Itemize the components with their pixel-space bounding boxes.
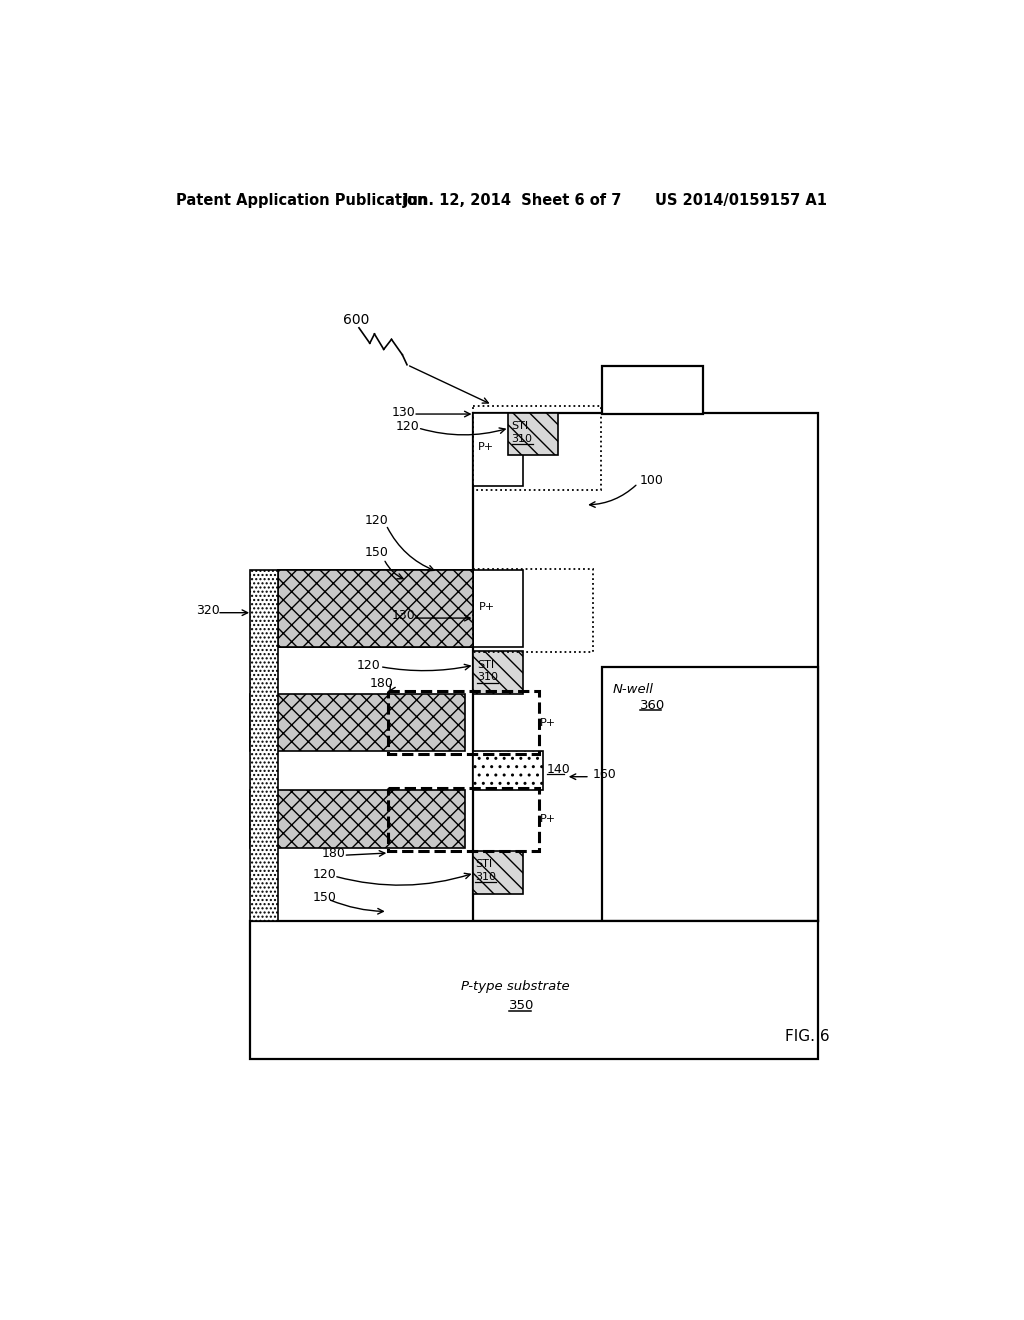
Text: 310: 310 xyxy=(475,871,497,882)
Bar xyxy=(251,693,465,751)
Bar xyxy=(473,412,818,921)
Text: STI: STI xyxy=(475,859,493,870)
Bar xyxy=(278,570,473,647)
Bar xyxy=(278,570,473,647)
Bar xyxy=(251,570,278,921)
Bar xyxy=(388,788,539,851)
Text: 310: 310 xyxy=(477,672,498,682)
Text: 180: 180 xyxy=(322,847,346,861)
Text: 320: 320 xyxy=(197,603,220,616)
Text: P+: P+ xyxy=(479,602,496,612)
Text: STI: STI xyxy=(512,421,528,432)
Text: 120: 120 xyxy=(312,869,336,880)
Text: 150: 150 xyxy=(365,546,388,560)
Bar xyxy=(473,851,523,894)
Text: STI: STI xyxy=(477,660,494,671)
Text: 130: 130 xyxy=(391,407,416,418)
Text: 120: 120 xyxy=(395,420,419,433)
Text: 120: 120 xyxy=(356,659,380,672)
Text: 150: 150 xyxy=(312,891,336,904)
Text: Jun. 12, 2014  Sheet 6 of 7: Jun. 12, 2014 Sheet 6 of 7 xyxy=(403,193,623,209)
Bar xyxy=(473,651,523,693)
Text: 600: 600 xyxy=(343,313,370,327)
Bar xyxy=(473,751,543,789)
Text: P+: P+ xyxy=(478,442,495,453)
Text: 360: 360 xyxy=(640,698,665,711)
Bar xyxy=(473,570,523,647)
Bar xyxy=(473,569,593,652)
Text: 310: 310 xyxy=(512,434,532,444)
Text: P+: P+ xyxy=(541,718,556,727)
Bar xyxy=(278,570,473,647)
Text: 180: 180 xyxy=(370,677,393,690)
Text: N-well: N-well xyxy=(612,684,653,696)
Text: 120: 120 xyxy=(365,513,388,527)
Bar xyxy=(508,412,558,455)
Bar xyxy=(388,692,539,755)
Bar xyxy=(473,407,601,490)
Text: US 2014/0159157 A1: US 2014/0159157 A1 xyxy=(655,193,827,209)
Bar xyxy=(602,367,703,414)
Bar xyxy=(251,921,818,1059)
Text: FIG. 6: FIG. 6 xyxy=(785,1028,829,1044)
Text: Patent Application Publication: Patent Application Publication xyxy=(176,193,428,209)
Bar xyxy=(602,667,818,921)
Text: 130: 130 xyxy=(391,609,416,622)
Bar xyxy=(473,412,523,486)
Text: 160: 160 xyxy=(593,768,616,781)
Bar xyxy=(251,789,465,847)
Text: 350: 350 xyxy=(509,999,535,1012)
Text: P-type substrate: P-type substrate xyxy=(461,979,570,993)
Text: 140: 140 xyxy=(547,763,570,776)
Text: 100: 100 xyxy=(640,474,664,487)
Text: P+: P+ xyxy=(541,814,556,824)
